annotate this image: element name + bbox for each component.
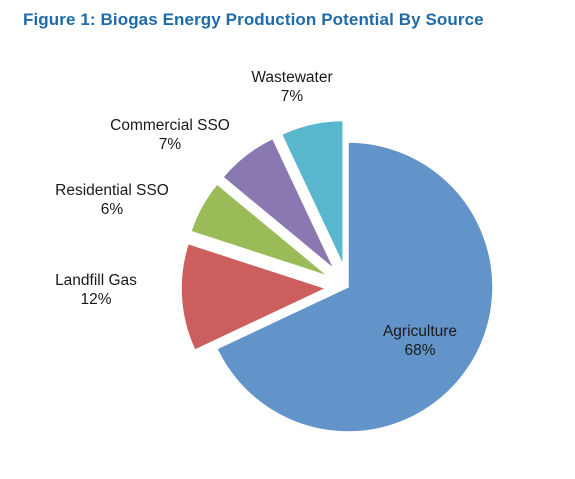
slice-label-residential-sso: Residential SSO 6% xyxy=(55,182,169,218)
slice-name-wastewater: Wastewater xyxy=(251,69,332,86)
slice-label-wastewater: Wastewater 7% xyxy=(251,69,332,105)
slice-label-commercial-sso: Commercial SSO 7% xyxy=(110,117,230,153)
slice-label-landfill-gas: Landfill Gas 12% xyxy=(55,272,137,308)
chart-title: Figure 1: Biogas Energy Production Poten… xyxy=(23,10,484,29)
pie-slice-commercial-sso xyxy=(221,137,336,271)
pie-slice-residential-sso xyxy=(189,182,330,278)
slice-name-commercial-sso: Commercial SSO xyxy=(110,117,230,134)
slice-value-landfill-gas: 12% xyxy=(80,291,111,308)
slice-value-residential-sso: 6% xyxy=(101,201,124,218)
slice-name-landfill-gas: Landfill Gas xyxy=(55,272,137,289)
pie-labels: Agriculture 68% Landfill Gas 12% Residential… xyxy=(55,69,457,359)
slice-value-agriculture: 68% xyxy=(404,342,435,359)
pie-slices xyxy=(180,119,494,433)
slice-name-agriculture: Agriculture xyxy=(383,323,457,340)
pie-slice-agriculture xyxy=(215,141,494,433)
slice-label-agriculture: Agriculture 68% xyxy=(383,323,457,359)
slice-value-commercial-sso: 7% xyxy=(159,136,182,153)
slice-value-wastewater: 7% xyxy=(281,88,304,105)
pie-slice-landfill-gas xyxy=(180,242,329,352)
pie-slice-wastewater xyxy=(280,119,344,266)
slice-name-residential-sso: Residential SSO xyxy=(55,182,169,199)
